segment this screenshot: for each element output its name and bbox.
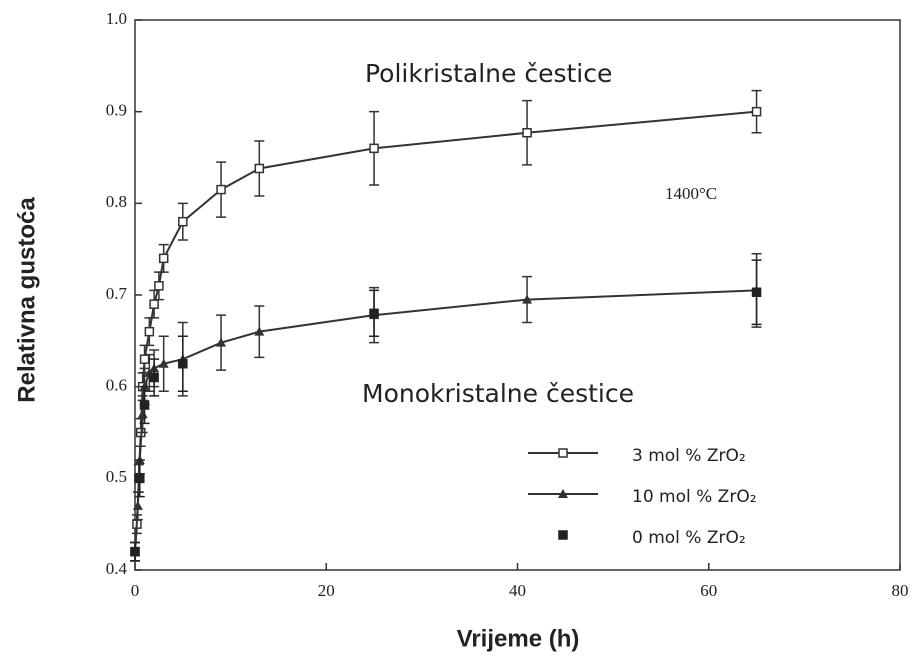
- marker: [216, 184, 226, 195]
- y-tick-label: 0.4: [106, 559, 128, 578]
- annotation: Monokristalne čestice: [362, 379, 634, 408]
- legend-label: 3 mol % ZrO₂: [632, 446, 746, 466]
- marker: [751, 287, 762, 297]
- x-tick-label: 20: [318, 581, 335, 600]
- legend-label: 0 mol % ZrO₂: [632, 528, 746, 548]
- y-axis-label: Relativna gustoća: [13, 197, 40, 403]
- y-tick-label: 0.6: [106, 376, 127, 395]
- marker: [369, 143, 379, 154]
- x-tick-label: 80: [892, 581, 909, 600]
- marker: [369, 308, 379, 319]
- marker: [558, 448, 568, 458]
- marker: [139, 400, 150, 410]
- plot-frame: [134, 19, 901, 571]
- marker: [178, 216, 188, 227]
- marker: [144, 326, 155, 337]
- y-tick-label: 1.0: [106, 9, 127, 28]
- marker: [132, 500, 143, 510]
- x-tick-label: 60: [700, 581, 717, 600]
- marker: [751, 106, 762, 117]
- legend-label: 10 mol % ZrO₂: [632, 487, 757, 507]
- marker: [216, 337, 227, 347]
- y-tick-label: 0.9: [106, 101, 127, 120]
- y-tick-label: 0.8: [106, 192, 127, 211]
- marker: [139, 354, 150, 364]
- annotation: 1400°C: [665, 184, 717, 203]
- annotation: Polikristalne čestice: [365, 59, 612, 88]
- marker: [522, 128, 532, 138]
- series-line: [134, 110, 757, 552]
- y-tick-label: 0.5: [106, 467, 127, 486]
- x-axis-label: Vrijeme (h): [457, 625, 580, 652]
- marker: [130, 546, 140, 557]
- x-tick-label: 40: [509, 581, 526, 600]
- marker: [137, 409, 148, 419]
- marker: [149, 299, 159, 309]
- y-tick-label: 0.7: [106, 284, 128, 303]
- marker: [178, 359, 188, 369]
- marker: [558, 530, 568, 540]
- marker: [522, 294, 533, 304]
- marker: [135, 473, 145, 484]
- marker: [158, 358, 169, 368]
- marker: [558, 489, 568, 498]
- marker: [158, 253, 169, 264]
- marker: [149, 372, 159, 383]
- marker: [254, 326, 265, 336]
- marker: [254, 163, 265, 174]
- series-line: [134, 289, 757, 552]
- marker: [154, 281, 164, 291]
- x-tick-label: 0: [131, 581, 140, 600]
